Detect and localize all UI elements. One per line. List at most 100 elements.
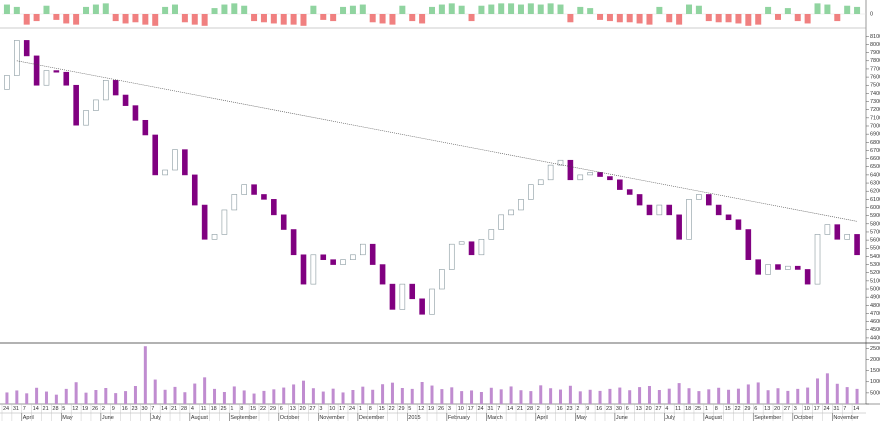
candle bbox=[458, 241, 465, 245]
candle bbox=[646, 204, 653, 216]
y-tick-label: 25000 bbox=[870, 346, 880, 352]
y-tick-label: 7900 bbox=[870, 50, 880, 56]
candle bbox=[310, 254, 317, 285]
candle bbox=[844, 234, 850, 240]
y-tick-label: 5100 bbox=[870, 278, 880, 284]
volume-bar bbox=[628, 390, 632, 404]
volume-bar bbox=[242, 390, 246, 404]
volume-bar bbox=[222, 392, 226, 404]
x-tick-label: 9 bbox=[586, 406, 589, 412]
month-label: February bbox=[448, 415, 470, 421]
indicator-bar bbox=[280, 14, 287, 25]
candle bbox=[93, 99, 99, 111]
x-tick-label: 21 bbox=[517, 406, 523, 412]
month-label: July bbox=[151, 415, 161, 421]
candle bbox=[132, 105, 139, 121]
x-tick-label: 9 bbox=[112, 406, 115, 412]
indicator-bar bbox=[369, 14, 376, 23]
volume-bar bbox=[410, 388, 414, 404]
candle bbox=[686, 199, 692, 240]
x-tick-label: 27 bbox=[655, 406, 661, 412]
x-tick-label: 3 bbox=[319, 406, 322, 412]
candle bbox=[617, 179, 623, 190]
indicator-bar bbox=[755, 14, 762, 25]
x-tick-label: 14 bbox=[33, 406, 39, 412]
volume-bar bbox=[430, 385, 434, 404]
volume-bar bbox=[262, 390, 266, 404]
month-label: June bbox=[616, 415, 628, 421]
x-tick-label: 2 bbox=[576, 406, 579, 412]
indicator-bar bbox=[774, 14, 781, 20]
x-tick-label: 1 bbox=[359, 406, 362, 412]
x-tick-label: 8 bbox=[369, 406, 372, 412]
candle bbox=[300, 254, 307, 285]
indicator-bar bbox=[340, 6, 347, 14]
candle bbox=[785, 265, 791, 270]
x-tick-label: 27 bbox=[309, 406, 315, 412]
y-tick-label: 6700 bbox=[870, 148, 880, 154]
x-tick-label: 4 bbox=[665, 406, 668, 412]
candle bbox=[350, 254, 356, 260]
x-tick-label: 11 bbox=[675, 406, 681, 412]
candle bbox=[182, 149, 188, 176]
volume-bar bbox=[470, 390, 474, 404]
y-tick-label: 7100 bbox=[870, 115, 880, 121]
y-tick-label: 5200 bbox=[870, 270, 880, 276]
y-tick-label: 7300 bbox=[870, 99, 880, 105]
candle bbox=[537, 179, 544, 185]
y-tick-label: 5000 bbox=[870, 286, 880, 292]
candle bbox=[251, 184, 257, 195]
indicator-bar bbox=[597, 14, 604, 20]
candle bbox=[83, 110, 89, 126]
x-tick-label: 13 bbox=[636, 406, 642, 412]
x-tick-label: 27 bbox=[784, 406, 790, 412]
x-tick-label: 23 bbox=[566, 406, 572, 412]
candle bbox=[43, 70, 50, 86]
candle bbox=[409, 283, 416, 300]
y-tick-label: 7000 bbox=[870, 123, 880, 129]
volume-bar bbox=[677, 383, 681, 404]
candle bbox=[804, 269, 811, 285]
y-tick-label: 8100 bbox=[870, 34, 880, 40]
candle bbox=[557, 159, 564, 166]
indicator-bar bbox=[260, 14, 267, 23]
x-tick-label: 29 bbox=[744, 406, 750, 412]
indicator-bar bbox=[577, 6, 584, 14]
volume-bar bbox=[806, 387, 810, 404]
indicator-bar bbox=[211, 8, 218, 14]
indicator-bar bbox=[488, 4, 495, 15]
volume-bar bbox=[213, 388, 217, 404]
candle bbox=[518, 199, 524, 211]
x-tick-label: 1 bbox=[705, 406, 708, 412]
candle bbox=[705, 194, 712, 206]
x-tick-label: 14 bbox=[507, 406, 513, 412]
candle bbox=[241, 184, 247, 195]
volume-bar bbox=[420, 382, 424, 404]
x-tick-label: 28 bbox=[52, 406, 58, 412]
x-tick-label: 12 bbox=[418, 406, 424, 412]
candle bbox=[745, 229, 752, 260]
y-tick-label: 4900 bbox=[870, 295, 880, 301]
candle bbox=[191, 174, 198, 206]
indicator-bar bbox=[53, 14, 60, 20]
y-tick-label: 4400 bbox=[870, 335, 880, 341]
month-label: April bbox=[537, 415, 548, 421]
indicator-bar bbox=[606, 14, 613, 22]
volume-bar bbox=[321, 391, 325, 404]
indicator-bar bbox=[676, 14, 683, 25]
month-label: September bbox=[754, 415, 781, 421]
volume-bar bbox=[756, 382, 760, 404]
indicator-bar bbox=[567, 14, 574, 23]
month-label: June bbox=[102, 415, 114, 421]
x-tick-label: 28 bbox=[181, 406, 187, 412]
indicator-bar bbox=[181, 14, 188, 23]
volume-bar bbox=[479, 392, 483, 404]
volume-bar bbox=[727, 389, 731, 404]
indicator-bar bbox=[636, 14, 643, 24]
candle bbox=[211, 234, 218, 240]
volume-bar bbox=[341, 392, 345, 404]
x-tick-label: 31 bbox=[487, 406, 493, 412]
candle bbox=[53, 70, 60, 73]
x-tick-label: 6 bbox=[280, 406, 283, 412]
